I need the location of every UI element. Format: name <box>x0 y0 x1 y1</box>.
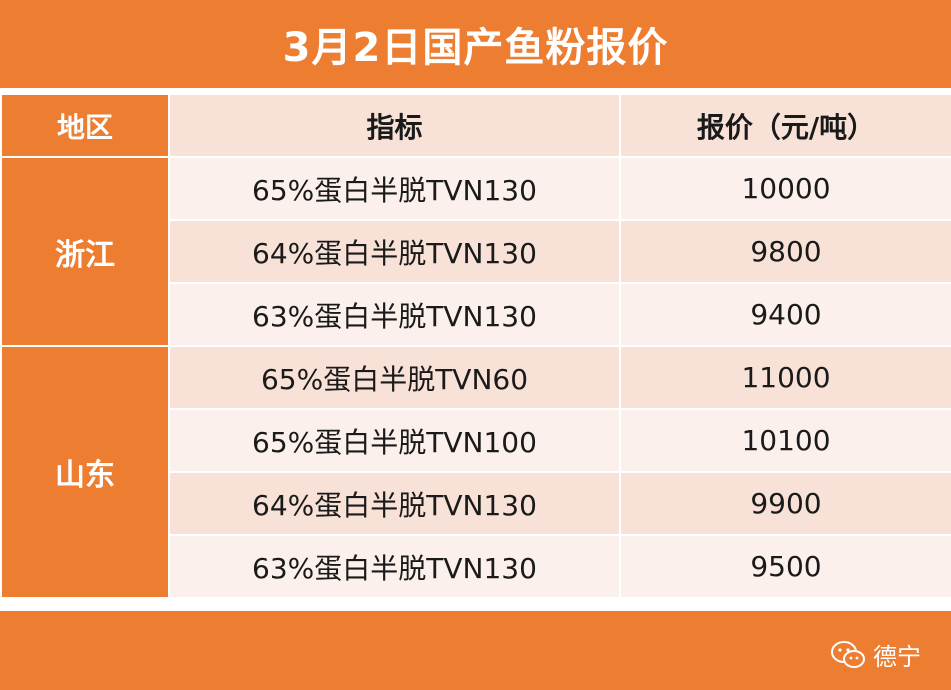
table-row: 65%蛋白半脱TVN100 10100 <box>1 408 951 473</box>
spec-cell: 65%蛋白半脱TVN130 <box>168 156 621 221</box>
spec-cell: 64%蛋白半脱TVN130 <box>168 219 621 284</box>
price-table: 地区 指标 报价（元/吨） 浙江 65%蛋白半脱TVN130 10000 64%… <box>0 93 951 599</box>
table-row: 浙江 65%蛋白半脱TVN130 10000 <box>0 156 951 347</box>
price-cell: 10000 <box>619 156 951 221</box>
table-row: 山东 65%蛋白半脱TVN60 11000 <box>0 345 951 599</box>
price-cell: 9800 <box>619 219 951 284</box>
table-row: 64%蛋白半脱TVN130 9800 <box>1 219 951 284</box>
header-price: 报价（元/吨） <box>619 93 951 158</box>
region-zhejiang: 浙江 <box>0 156 170 347</box>
table-row: 63%蛋白半脱TVN130 9500 <box>1 534 951 599</box>
page-title: 3月2日国产鱼粉报价 <box>0 0 951 88</box>
footer-band <box>0 611 951 690</box>
price-cell: 9500 <box>619 534 951 599</box>
header-spec: 指标 <box>168 93 621 158</box>
watermark-text: 德宁 <box>873 643 921 671</box>
table-row: 63%蛋白半脱TVN130 9400 <box>1 282 951 347</box>
table-row: 64%蛋白半脱TVN130 9900 <box>1 471 951 536</box>
price-cell: 10100 <box>619 408 951 473</box>
wechat-icon <box>831 640 865 668</box>
price-cell: 9900 <box>619 471 951 536</box>
spec-cell: 63%蛋白半脱TVN130 <box>168 534 621 599</box>
spec-cell: 63%蛋白半脱TVN130 <box>168 282 621 347</box>
spec-cell: 65%蛋白半脱TVN100 <box>168 408 621 473</box>
region-shandong: 山东 <box>0 345 170 599</box>
spec-cell: 65%蛋白半脱TVN60 <box>168 345 621 410</box>
table-header-row: 地区 指标 报价（元/吨） <box>0 93 951 158</box>
spec-cell: 64%蛋白半脱TVN130 <box>168 471 621 536</box>
price-cell: 9400 <box>619 282 951 347</box>
watermark: 德宁 <box>831 637 921 672</box>
price-cell: 11000 <box>619 345 951 410</box>
header-region: 地区 <box>0 93 170 158</box>
